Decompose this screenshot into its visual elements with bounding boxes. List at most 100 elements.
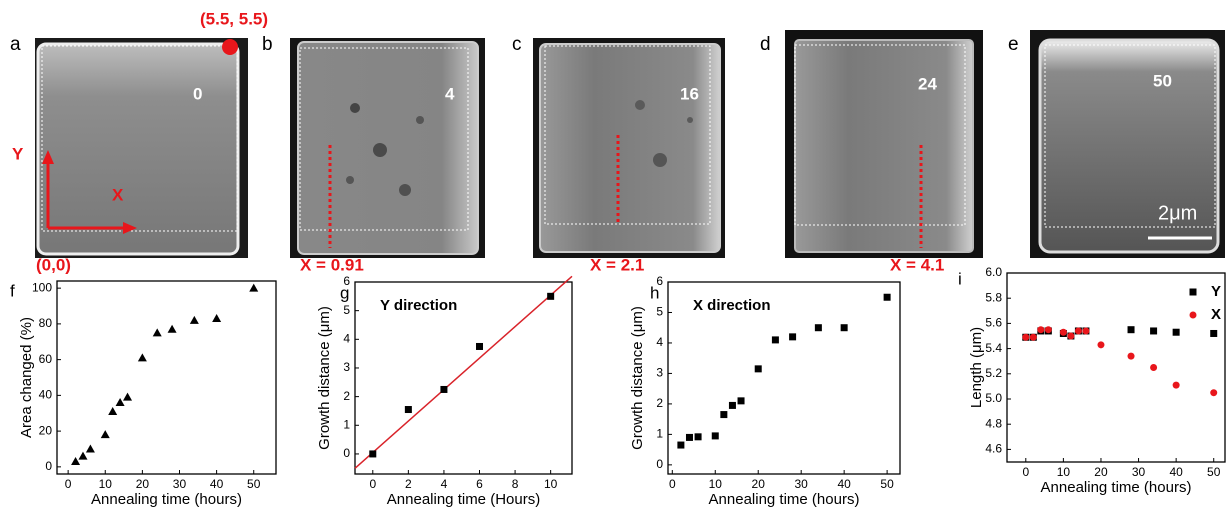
- corner-label: (5.5, 5.5): [200, 9, 268, 28]
- x-tick-label: 0: [369, 477, 376, 491]
- point: [547, 292, 555, 300]
- legend-label: Y: [1211, 283, 1221, 300]
- y-tick-label: 0: [656, 457, 663, 471]
- micrograph-c: [533, 38, 725, 258]
- point: [789, 333, 797, 341]
- plot-frame: [56, 280, 277, 475]
- fit-line: [354, 275, 573, 469]
- legend-marker: [1189, 288, 1197, 296]
- legend-label: X: [1211, 306, 1221, 323]
- point: [167, 324, 177, 333]
- x-tick-label: 2: [405, 477, 412, 491]
- y-tick-label: 1: [343, 417, 350, 431]
- point: [814, 324, 822, 332]
- y-tick-label: 5.6: [985, 316, 1002, 330]
- y-tick-label: 4: [656, 335, 663, 349]
- x-tick-label: 40: [210, 477, 224, 491]
- plot-frame: [354, 281, 573, 475]
- y-tick-label: 6.0: [985, 265, 1002, 279]
- point: [1210, 389, 1218, 397]
- x-tick-label: 10: [709, 477, 723, 491]
- x-tick-label: 4: [441, 477, 448, 491]
- x-axis-label: Annealing time (hours): [91, 491, 242, 508]
- point: [1210, 329, 1218, 337]
- position-label: X = 4.1: [890, 255, 944, 274]
- annotations: [42, 39, 923, 248]
- point: [1150, 327, 1158, 335]
- y-tick-label: 5.4: [985, 341, 1002, 355]
- point: [737, 397, 745, 405]
- point: [1044, 326, 1052, 334]
- point: [476, 342, 484, 350]
- point: [212, 314, 222, 323]
- y-tick-label: 3: [343, 360, 350, 374]
- y-tick-label: 3: [656, 366, 663, 380]
- x-axis-label: Annealing time (hours): [709, 491, 860, 508]
- panel-letter: i: [958, 269, 962, 288]
- micrograph-a: [35, 38, 248, 258]
- y-axis-label: Area changed (%): [18, 317, 35, 438]
- micrograph-e: [1030, 30, 1225, 258]
- point: [728, 401, 736, 409]
- point: [711, 432, 719, 440]
- x-tick-label: 30: [173, 477, 187, 491]
- y-tick-label: 6: [343, 274, 350, 288]
- x-tick-label: 40: [1169, 465, 1183, 479]
- plot-frame: [667, 281, 901, 475]
- x-axis-label: Annealing time (Hours): [387, 491, 540, 508]
- y-tick-label: 6: [656, 274, 663, 288]
- y-tick-label: 100: [32, 280, 52, 294]
- panel-letter: f: [10, 281, 15, 300]
- x-axis-label: Annealing time (hours): [1041, 479, 1192, 496]
- panel-letter: a: [10, 34, 21, 55]
- legend-marker: [1189, 311, 1197, 319]
- point: [685, 433, 693, 441]
- corner-label: (0,0): [36, 255, 71, 274]
- annotation: Y direction: [380, 297, 457, 314]
- x-tick-label: 10: [99, 477, 113, 491]
- panel-letter: e: [1008, 34, 1019, 55]
- y-tick-label: 5: [656, 305, 663, 319]
- point: [883, 293, 891, 301]
- panel-letter: b: [262, 34, 273, 55]
- point: [404, 406, 412, 414]
- point: [152, 328, 162, 337]
- x-tick-label: 20: [752, 477, 766, 491]
- point: [115, 398, 125, 407]
- panel-letter: c: [512, 34, 522, 55]
- y-tick-label: 5.2: [985, 366, 1002, 380]
- annotation: X direction: [693, 297, 771, 314]
- point: [100, 430, 110, 439]
- y-tick-label: 0: [343, 446, 350, 460]
- panel-letter: h: [650, 283, 659, 302]
- point: [108, 406, 118, 415]
- point: [249, 283, 259, 292]
- y-axis-label: Length (μm): [968, 327, 985, 408]
- y-axis-label: Growth distance (μm): [316, 306, 333, 450]
- time-label: 50: [1153, 71, 1172, 90]
- axis-label: Y: [12, 144, 24, 163]
- x-tick-label: 50: [1207, 465, 1221, 479]
- point: [677, 441, 685, 449]
- y-tick-label: 20: [39, 423, 53, 437]
- point: [1037, 326, 1045, 334]
- y-tick-label: 5: [343, 303, 350, 317]
- micrograph-b: [290, 38, 485, 258]
- point: [1082, 327, 1090, 335]
- x-tick-label: 0: [1022, 465, 1029, 479]
- position-label: X = 0.91: [300, 255, 364, 274]
- y-tick-label: 4: [343, 331, 350, 345]
- point: [840, 324, 848, 332]
- x-tick-label: 50: [880, 477, 894, 491]
- point: [1127, 352, 1135, 360]
- point: [369, 450, 377, 458]
- point: [754, 365, 762, 373]
- x-tick-label: 6: [476, 477, 483, 491]
- point: [123, 392, 133, 401]
- point: [1127, 326, 1135, 334]
- y-tick-label: 1: [656, 427, 663, 441]
- x-tick-label: 0: [669, 477, 676, 491]
- point: [189, 315, 199, 324]
- point: [1074, 327, 1082, 335]
